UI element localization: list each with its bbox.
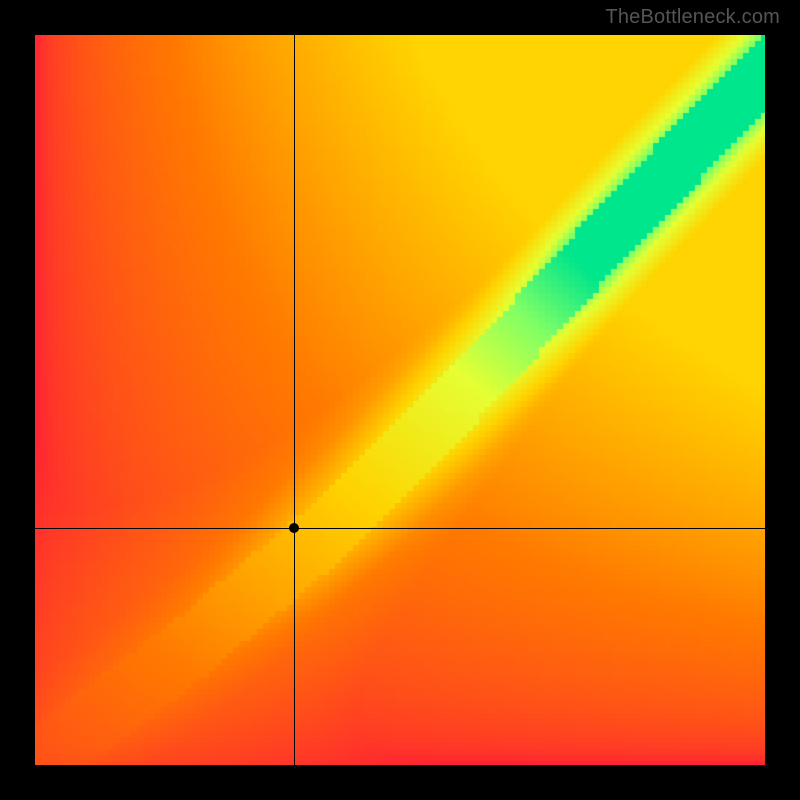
- selection-marker[interactable]: [289, 523, 299, 533]
- heatmap-canvas: [35, 35, 765, 765]
- crosshair-vertical: [294, 35, 295, 765]
- bottleneck-heatmap: [35, 35, 765, 765]
- watermark-text: TheBottleneck.com: [605, 6, 780, 29]
- crosshair-horizontal: [35, 528, 765, 529]
